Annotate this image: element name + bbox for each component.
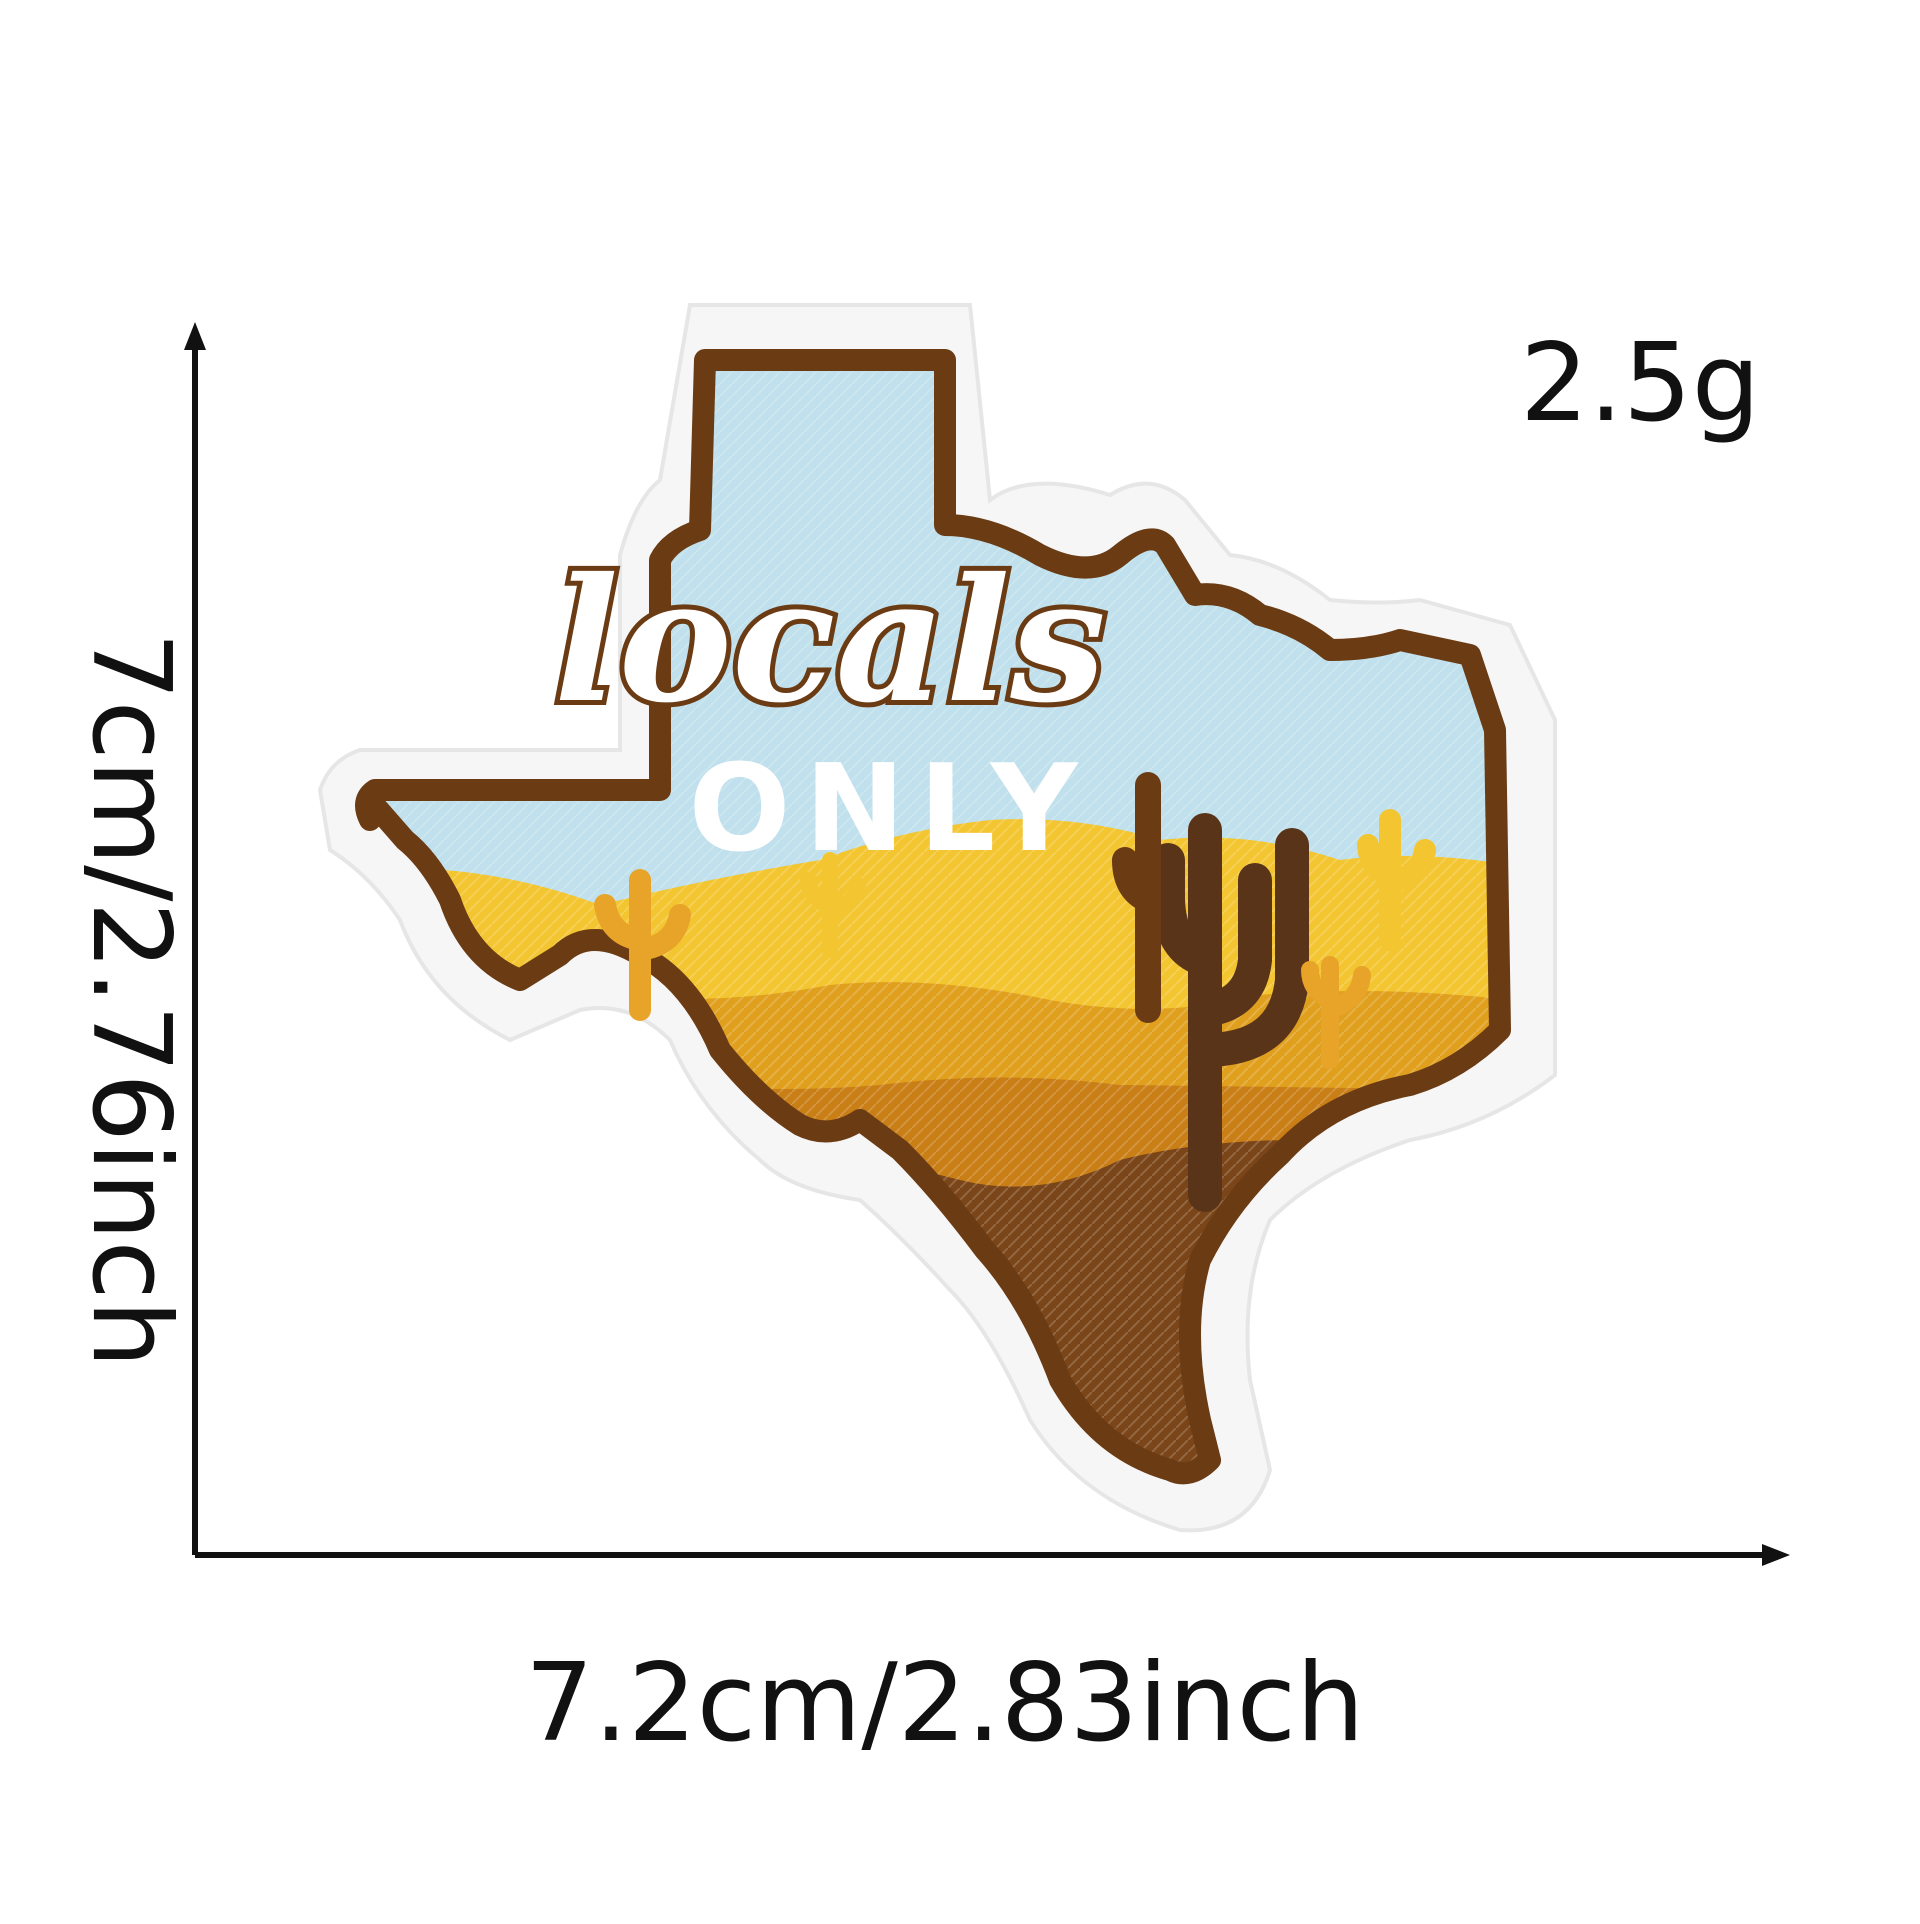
cactus-lower-right (1301, 956, 1371, 1069)
patch-outline (355, 349, 1511, 1485)
width-label: 7.2cm/2.83inch (525, 1641, 1365, 1766)
up-arrow-icon (184, 322, 206, 350)
cactus-left (594, 869, 691, 1021)
texas-patch (355, 349, 1511, 1485)
patch-block-text: ONLY (688, 740, 1091, 879)
cactus-right (1357, 809, 1436, 951)
patch-lettering: locals ONLY (549, 536, 1111, 879)
cactus-middle (800, 852, 866, 958)
dimension-arrows (184, 322, 1790, 1566)
saguaro-cactus-small (1112, 772, 1161, 1023)
saguaro-cactus-dark (1151, 813, 1309, 1212)
cacti (594, 772, 1436, 1212)
patch-script-text: locals (554, 541, 1106, 741)
weight-label: 2.5g (1520, 321, 1761, 446)
height-label: 7cm/2.76inch (68, 631, 193, 1369)
right-arrow-icon (1762, 1544, 1790, 1566)
